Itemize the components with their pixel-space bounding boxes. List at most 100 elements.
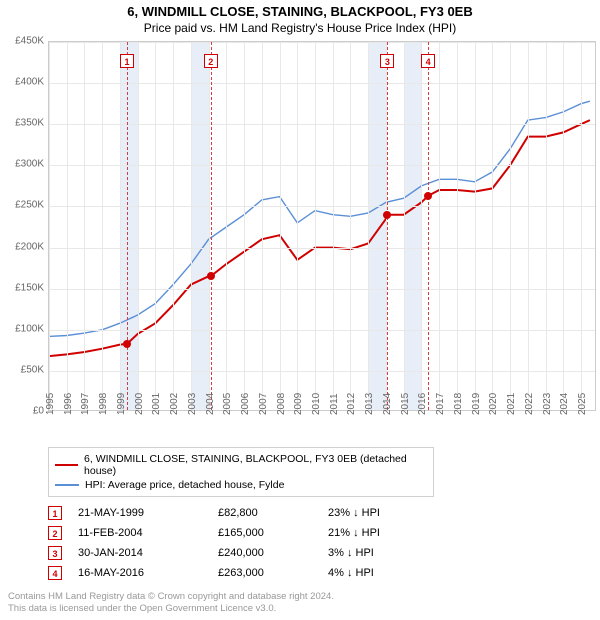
line-chart-svg <box>49 42 597 412</box>
x-axis-label: 2010 <box>311 393 322 415</box>
gridline <box>457 42 458 410</box>
y-axis-label: £200K <box>15 241 44 252</box>
x-axis-label: 2003 <box>187 393 198 415</box>
event-date: 11-FEB-2004 <box>78 523 218 543</box>
y-axis-label: £50K <box>21 364 44 375</box>
gridline <box>528 42 529 410</box>
gridline <box>546 42 547 410</box>
gridline <box>244 42 245 410</box>
event-number-box: 4 <box>48 566 62 580</box>
x-axis-label: 2014 <box>382 393 393 415</box>
x-axis-label: 2022 <box>524 393 535 415</box>
x-axis-label: 2000 <box>134 393 145 415</box>
gridline <box>67 42 68 410</box>
x-axis-label: 2005 <box>222 393 233 415</box>
gridline <box>333 42 334 410</box>
event-point <box>383 211 391 219</box>
x-axis-label: 2009 <box>293 393 304 415</box>
gridline <box>49 42 595 43</box>
event-point <box>207 272 215 280</box>
gridline <box>350 42 351 410</box>
chart-area: 1234 £0£50K£100K£150K£200K£250K£300K£350… <box>48 41 596 411</box>
event-marker-box: 3 <box>380 54 394 68</box>
gridline <box>262 42 263 410</box>
footnote-line: This data is licensed under the Open Gov… <box>8 603 590 615</box>
x-axis-label: 2012 <box>346 393 357 415</box>
plot-frame: 1 2 3 4 <box>48 41 596 411</box>
event-marker-box: 4 <box>421 54 435 68</box>
event-row: 2 11-FEB-2004£165,00021% ↓ HPI <box>48 523 438 543</box>
event-line <box>387 42 388 410</box>
event-row: 330-JAN-2014£240,0003% ↓ HPI <box>48 543 438 563</box>
gridline <box>49 330 595 331</box>
event-point <box>424 192 432 200</box>
gridline <box>49 42 50 410</box>
event-row: 121-MAY-1999£82,80023% ↓ HPI <box>48 503 438 523</box>
x-axis-label: 2008 <box>276 393 287 415</box>
gridline <box>102 42 103 410</box>
legend-item: HPI: Average price, detached house, Fyld… <box>55 478 427 492</box>
events-table: 121-MAY-1999£82,80023% ↓ HPI 2 11-FEB-2004… <box>48 503 590 583</box>
x-axis-label: 2004 <box>205 393 216 415</box>
event-price: £82,800 <box>218 503 328 523</box>
legend-swatch <box>55 464 78 466</box>
event-price: £240,000 <box>218 543 328 563</box>
gridline <box>155 42 156 410</box>
gridline <box>49 371 595 372</box>
gridline <box>297 42 298 410</box>
y-axis-label: £400K <box>15 77 44 88</box>
x-axis-label: 2024 <box>559 393 570 415</box>
legend: 6, WINDMILL CLOSE, STAINING, BLACKPOOL, … <box>48 447 434 497</box>
gridline <box>510 42 511 410</box>
event-number-box: 2 <box>48 526 62 540</box>
gridline <box>226 42 227 410</box>
x-axis-label: 2018 <box>453 393 464 415</box>
gridline <box>404 42 405 410</box>
gridline <box>49 165 595 166</box>
gridline <box>368 42 369 410</box>
gridline <box>421 42 422 410</box>
event-line <box>127 42 128 410</box>
legend-label: HPI: Average price, detached house, Fyld… <box>85 479 284 491</box>
gridline <box>49 124 595 125</box>
series-line <box>49 120 590 356</box>
event-marker-box: 1 <box>120 54 134 68</box>
series-line <box>49 101 590 336</box>
event-pct: 4% ↓ HPI <box>328 563 438 583</box>
x-axis-label: 2021 <box>506 393 517 415</box>
gridline <box>49 206 595 207</box>
x-axis-label: 2001 <box>151 393 162 415</box>
event-pct: 23% ↓ HPI <box>328 503 438 523</box>
chart-subtitle: Price paid vs. HM Land Registry's House … <box>0 21 600 35</box>
footnote: Contains HM Land Registry data © Crown c… <box>8 591 590 616</box>
y-axis-label: £450K <box>15 36 44 47</box>
y-axis-label: £150K <box>15 282 44 293</box>
x-axis-label: 2016 <box>417 393 428 415</box>
x-axis-label: 2020 <box>488 393 499 415</box>
gridline <box>492 42 493 410</box>
x-axis-label: 2002 <box>169 393 180 415</box>
event-date: 21-MAY-1999 <box>78 503 218 523</box>
x-axis-label: 2025 <box>577 393 588 415</box>
footnote-line: Contains HM Land Registry data © Crown c… <box>8 591 590 603</box>
event-pct: 3% ↓ HPI <box>328 543 438 563</box>
gridline <box>120 42 121 410</box>
x-axis-label: 1996 <box>63 393 74 415</box>
x-axis-label: 2013 <box>364 393 375 415</box>
x-axis-label: 1995 <box>45 393 56 415</box>
event-price: £165,000 <box>218 523 328 543</box>
gridline <box>280 42 281 410</box>
event-date: 16-MAY-2016 <box>78 563 218 583</box>
x-axis-label: 1998 <box>98 393 109 415</box>
legend-label: 6, WINDMILL CLOSE, STAINING, BLACKPOOL, … <box>84 453 427 477</box>
gridline <box>439 42 440 410</box>
event-marker-box: 2 <box>204 54 218 68</box>
x-axis-label: 2006 <box>240 393 251 415</box>
event-number-box: 3 <box>48 546 62 560</box>
x-axis-label: 2023 <box>542 393 553 415</box>
legend-swatch <box>55 484 79 486</box>
gridline <box>563 42 564 410</box>
event-pct: 21% ↓ HPI <box>328 523 438 543</box>
x-axis-label: 2019 <box>471 393 482 415</box>
y-axis-label: £100K <box>15 323 44 334</box>
